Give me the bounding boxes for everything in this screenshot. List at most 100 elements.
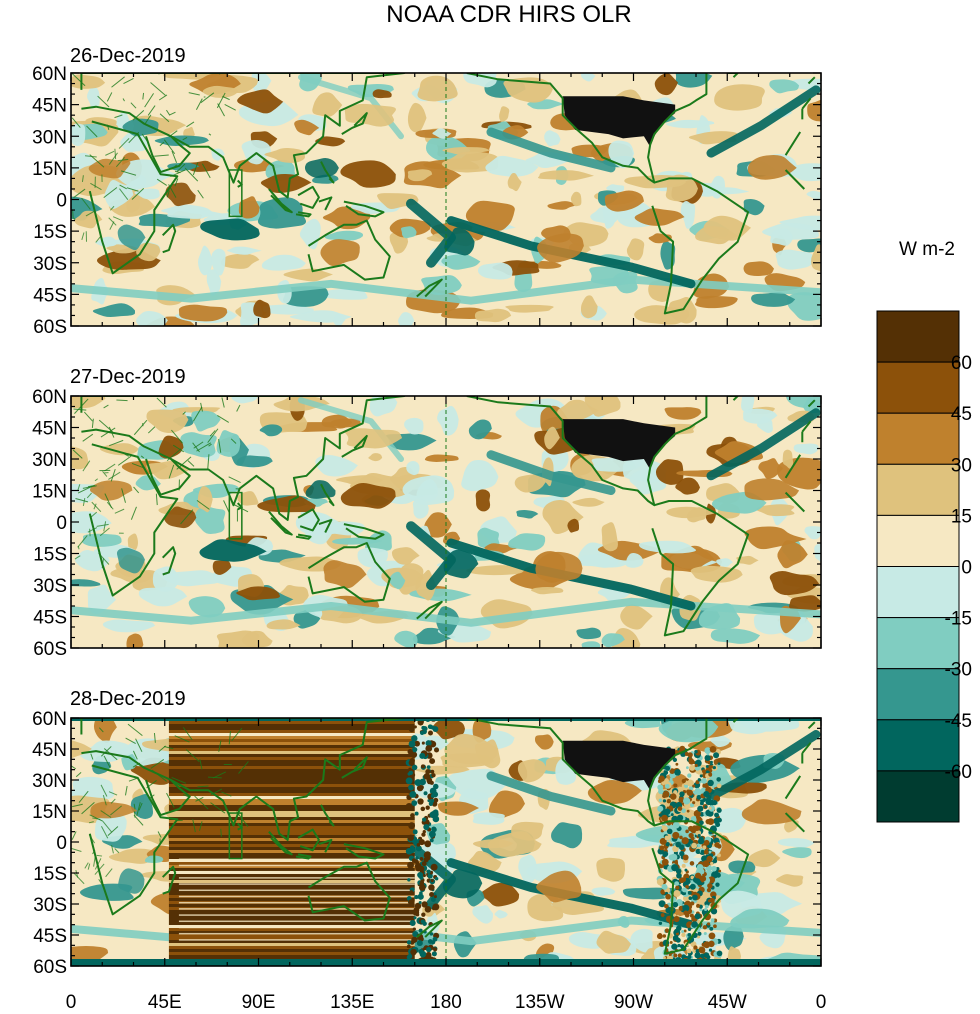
- corrupted-data-stripe: [168, 886, 415, 889]
- latitude-label: 30N: [32, 771, 67, 792]
- country-border: [98, 419, 114, 433]
- noise-speckle: [707, 779, 714, 787]
- country-border: [96, 523, 109, 527]
- country-border: [157, 831, 162, 838]
- noise-speckle: [425, 951, 432, 958]
- united-states-state-borders: [562, 419, 676, 470]
- country-border: [228, 476, 241, 484]
- noise-speckle: [708, 932, 716, 940]
- country-border: [174, 735, 190, 743]
- olr-anomaly-band: [446, 538, 696, 611]
- corrupted-data-stripe: [168, 838, 415, 841]
- olr-anomaly-contour: [71, 74, 106, 89]
- olr-anomaly-contour: [437, 801, 479, 816]
- noise-speckle: [717, 759, 721, 763]
- country-border: [172, 444, 185, 453]
- corrupted-data-stripe: [168, 946, 415, 949]
- olr-anomaly-contour: [782, 847, 812, 859]
- corrupted-data-stripe: [178, 883, 415, 885]
- country-border: [192, 442, 200, 453]
- noise-speckle: [665, 841, 670, 847]
- olr-anomaly-contour: [797, 238, 821, 253]
- noise-speckle: [408, 760, 414, 766]
- country-border: [89, 814, 104, 822]
- noise-speckle: [704, 904, 709, 909]
- noise-speckle: [716, 950, 723, 957]
- olr-anomaly-contour: [601, 522, 618, 552]
- country-border: [117, 158, 129, 162]
- country-border: [166, 448, 182, 462]
- country-border: [217, 103, 225, 117]
- country-border: [74, 398, 89, 414]
- corrupted-data-stripe: [168, 871, 415, 874]
- olr-anomaly-contour: [581, 73, 596, 82]
- noise-speckle: [414, 862, 422, 870]
- corrupted-data-stripe: [178, 895, 415, 898]
- country-border: [71, 117, 81, 128]
- country-border: [128, 131, 140, 144]
- longitude-label: 0: [816, 992, 827, 1013]
- olr-anomaly-contour: [596, 857, 625, 882]
- olr-anomaly-contour: [743, 261, 774, 277]
- noise-speckle: [709, 746, 717, 753]
- country-border: [166, 190, 170, 198]
- olr-anomaly-contour: [786, 292, 821, 321]
- olr-anomaly-contour: [324, 230, 364, 241]
- olr-anomaly-contour: [441, 254, 481, 270]
- olr-anomaly-contour: [82, 533, 122, 547]
- noise-speckle: [675, 885, 680, 890]
- country-border: [209, 430, 216, 437]
- noise-speckle: [416, 843, 421, 847]
- olr-anomaly-contour: [369, 396, 398, 417]
- longitude-label: 135W: [515, 992, 565, 1013]
- corrupted-data-stripe: [168, 949, 415, 952]
- noise-speckle: [421, 764, 426, 769]
- colorbar-swatch: [876, 463, 960, 516]
- latitude-label: 0: [56, 833, 67, 854]
- noise-speckle: [411, 800, 418, 806]
- country-border: [102, 471, 108, 477]
- noise-speckle: [694, 825, 701, 831]
- country-border: [103, 748, 118, 761]
- noise-speckle: [694, 952, 701, 959]
- olr-anomaly-contour: [654, 73, 678, 96]
- country-border: [132, 762, 141, 768]
- olr-anomaly-contour: [110, 567, 153, 583]
- latitude-label: 60N: [32, 387, 67, 408]
- country-border: [100, 427, 116, 438]
- corrupted-data-stripe: [168, 835, 415, 838]
- longitude-label: 45W: [708, 992, 747, 1013]
- corrupted-data-stripe: [168, 862, 415, 865]
- corrupted-data-stripe: [168, 808, 415, 811]
- noise-speckle: [707, 883, 713, 889]
- country-border: [82, 497, 86, 506]
- colorbar-swatch: [876, 412, 960, 465]
- olr-anomaly-contour: [315, 454, 358, 477]
- noise-speckle: [710, 861, 714, 866]
- noise-speckle: [425, 805, 430, 810]
- olr-anomaly-contour: [477, 262, 513, 280]
- country-border: [218, 439, 222, 453]
- noise-speckle: [685, 766, 689, 770]
- country-border: [166, 109, 171, 116]
- latitude-label: 60N: [32, 64, 67, 85]
- noise-speckle: [662, 799, 667, 803]
- noise-speckle: [421, 901, 428, 908]
- country-border: [192, 162, 199, 176]
- olr-anomaly-band: [486, 771, 616, 816]
- olr-anomaly-contour: [675, 73, 713, 88]
- noise-speckle: [430, 897, 436, 902]
- noise-speckle: [697, 834, 701, 838]
- corrupted-data-stripe: [168, 799, 415, 802]
- noise-speckle: [692, 801, 696, 805]
- olr-anomaly-contour: [116, 547, 145, 574]
- noise-speckle: [713, 924, 717, 929]
- noise-speckle: [421, 741, 425, 745]
- country-border: [200, 92, 215, 104]
- country-border: [104, 463, 116, 472]
- country-border: [81, 197, 91, 210]
- corrupted-data-stripe: [178, 870, 415, 873]
- country-border: [156, 397, 167, 408]
- country-border: [128, 777, 139, 782]
- noise-speckle: [658, 788, 664, 795]
